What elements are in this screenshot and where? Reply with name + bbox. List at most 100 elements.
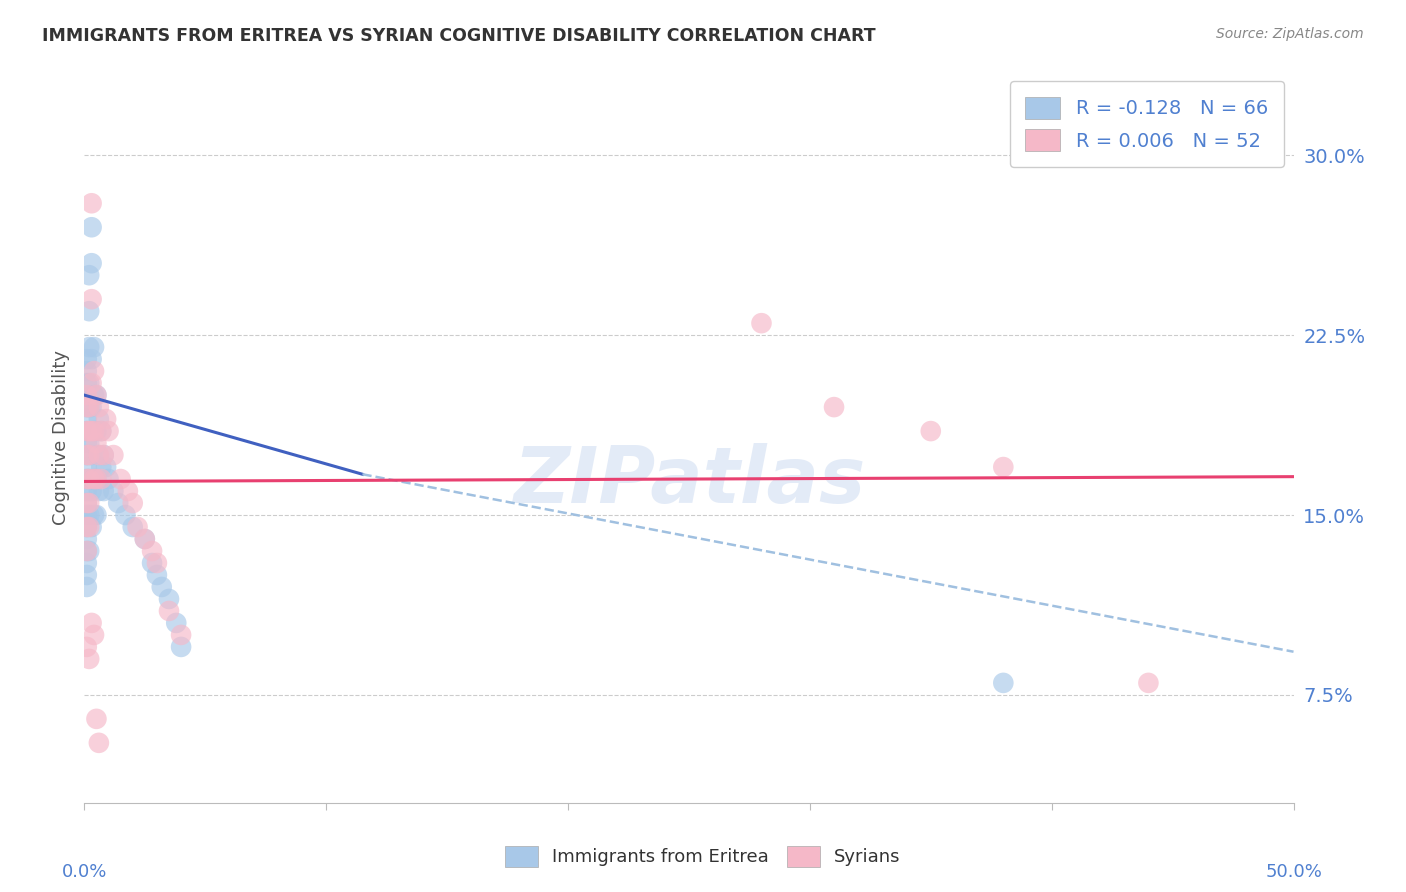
- Point: [77, 424, 100, 438]
- Point: [77, 268, 100, 283]
- Point: [87, 736, 110, 750]
- Point: [80, 352, 103, 367]
- Point: [150, 580, 173, 594]
- Point: [87, 483, 110, 498]
- Point: [77, 436, 100, 450]
- Point: [77, 304, 100, 318]
- Point: [77, 472, 100, 486]
- Point: [134, 532, 156, 546]
- Point: [1137, 676, 1160, 690]
- Point: [751, 316, 773, 330]
- Point: [76, 496, 98, 510]
- Point: [76, 460, 98, 475]
- Point: [76, 388, 98, 402]
- Point: [83, 472, 105, 486]
- Point: [87, 412, 110, 426]
- Point: [80, 520, 103, 534]
- Point: [80, 256, 103, 270]
- Point: [110, 472, 132, 486]
- Point: [80, 483, 103, 498]
- Point: [76, 556, 98, 570]
- Point: [80, 376, 103, 391]
- Point: [993, 676, 1015, 690]
- Point: [76, 436, 98, 450]
- Point: [146, 568, 169, 582]
- Point: [77, 520, 100, 534]
- Point: [76, 640, 98, 654]
- Point: [823, 400, 845, 414]
- Point: [121, 496, 143, 510]
- Point: [77, 400, 100, 414]
- Point: [76, 544, 98, 558]
- Point: [80, 292, 103, 306]
- Point: [87, 448, 110, 462]
- Point: [76, 496, 98, 510]
- Point: [94, 412, 117, 426]
- Point: [170, 640, 193, 654]
- Point: [77, 340, 100, 354]
- Point: [76, 580, 98, 594]
- Point: [141, 556, 163, 570]
- Point: [114, 508, 136, 522]
- Point: [103, 483, 125, 498]
- Point: [76, 352, 98, 367]
- Point: [141, 544, 163, 558]
- Point: [86, 388, 108, 402]
- Point: [170, 628, 193, 642]
- Point: [90, 460, 112, 475]
- Point: [87, 448, 110, 462]
- Point: [76, 400, 98, 414]
- Point: [76, 472, 98, 486]
- Point: [920, 424, 942, 438]
- Point: [157, 604, 180, 618]
- Point: [90, 472, 112, 486]
- Point: [157, 591, 180, 606]
- Point: [86, 436, 108, 450]
- Point: [103, 448, 125, 462]
- Point: [76, 472, 98, 486]
- Point: [94, 460, 117, 475]
- Point: [76, 424, 98, 438]
- Point: [76, 544, 98, 558]
- Point: [76, 424, 98, 438]
- Point: [86, 472, 108, 486]
- Point: [165, 615, 187, 630]
- Point: [80, 424, 103, 438]
- Point: [83, 424, 105, 438]
- Text: 0.0%: 0.0%: [62, 863, 107, 880]
- Point: [90, 424, 112, 438]
- Y-axis label: Cognitive Disability: Cognitive Disability: [52, 350, 70, 524]
- Point: [90, 424, 112, 438]
- Point: [77, 400, 100, 414]
- Point: [80, 196, 103, 211]
- Point: [93, 483, 115, 498]
- Point: [77, 472, 100, 486]
- Point: [86, 712, 108, 726]
- Legend: Immigrants from Eritrea, Syrians: Immigrants from Eritrea, Syrians: [498, 838, 908, 874]
- Point: [80, 448, 103, 462]
- Point: [93, 448, 115, 462]
- Point: [146, 556, 169, 570]
- Point: [77, 652, 100, 666]
- Legend: R = -0.128   N = 66, R = 0.006   N = 52: R = -0.128 N = 66, R = 0.006 N = 52: [1010, 81, 1284, 167]
- Point: [87, 400, 110, 414]
- Point: [76, 568, 98, 582]
- Point: [80, 220, 103, 235]
- Point: [86, 508, 108, 522]
- Text: Source: ZipAtlas.com: Source: ZipAtlas.com: [1216, 27, 1364, 41]
- Point: [97, 424, 120, 438]
- Text: ZIPatlas: ZIPatlas: [513, 443, 865, 519]
- Point: [76, 448, 98, 462]
- Point: [993, 460, 1015, 475]
- Point: [127, 520, 149, 534]
- Point: [77, 448, 100, 462]
- Point: [77, 496, 100, 510]
- Point: [76, 483, 98, 498]
- Point: [97, 472, 120, 486]
- Point: [83, 388, 105, 402]
- Point: [76, 364, 98, 378]
- Point: [77, 544, 100, 558]
- Point: [80, 615, 103, 630]
- Point: [83, 508, 105, 522]
- Point: [76, 412, 98, 426]
